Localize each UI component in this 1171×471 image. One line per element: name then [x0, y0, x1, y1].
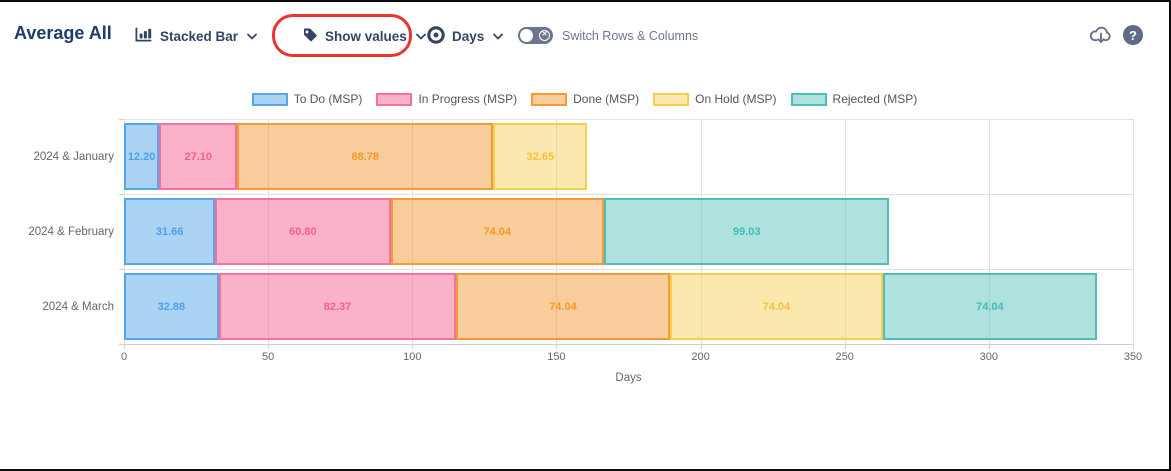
gridline-vertical — [1133, 119, 1134, 344]
x-axis-tickmark — [268, 344, 270, 349]
help-icon[interactable]: ? — [1123, 25, 1143, 45]
legend-item[interactable]: Done (MSP) — [531, 92, 639, 106]
x-axis-title: Days — [615, 372, 642, 384]
bar-value-label: 32.65 — [526, 150, 555, 163]
bar-segment[interactable]: 74.04 — [456, 273, 670, 340]
bar-value-label: 74.04 — [976, 300, 1004, 313]
legend-label: On Hold (MSP) — [695, 92, 777, 106]
legend-swatch-icon — [376, 92, 413, 106]
x-axis-tick-label: 300 — [979, 351, 999, 363]
bar-segment[interactable]: 32.65 — [493, 123, 588, 190]
page-title: Average All — [14, 23, 112, 43]
gridline-vertical — [700, 119, 702, 344]
tag-icon — [301, 26, 318, 46]
y-axis-label: 2024 & March — [42, 300, 114, 313]
x-axis-tick-label: 350 — [1123, 351, 1143, 363]
legend-swatch-icon — [653, 92, 690, 106]
bar-segment[interactable]: 60.80 — [215, 198, 391, 265]
gridline-horizontal — [124, 119, 1133, 120]
toolbar: Average All Stacked Bar — [0, 2, 1169, 72]
bar-segment[interactable]: 74.04 — [883, 273, 1097, 340]
legend-swatch-icon — [251, 92, 288, 106]
toggle-x-icon: ✕ — [539, 30, 550, 41]
legend-swatch-icon — [531, 92, 568, 106]
bar-value-label: 31.66 — [155, 225, 184, 238]
bar-segment[interactable]: 74.04 — [390, 198, 604, 265]
y-axis-tickmark — [119, 269, 124, 270]
chart-type-label: Stacked Bar — [160, 28, 239, 44]
legend-item[interactable]: On Hold (MSP) — [653, 92, 777, 106]
gridline-horizontal — [124, 269, 1133, 270]
bar-value-label: 12.20 — [127, 150, 156, 163]
bar-segment[interactable]: 99.03 — [603, 198, 890, 265]
bar-value-label: 74.04 — [549, 300, 577, 313]
bar-value-label: 99.03 — [732, 225, 761, 238]
legend-label: Done (MSP) — [573, 92, 640, 106]
chevron-down-icon — [247, 33, 257, 40]
x-axis-tick-label: 50 — [262, 351, 275, 363]
switch-rows-columns-toggle[interactable]: ✕ Switch Rows & Columns — [518, 27, 698, 44]
bar-value-label: 60.80 — [289, 225, 317, 238]
toolbar-right-icons: ? — [1088, 24, 1143, 46]
bar-value-label: 27.10 — [184, 150, 212, 163]
legend-label: To Do (MSP) — [293, 92, 363, 106]
bar-value-label: 74.04 — [762, 300, 791, 313]
legend-label: In Progress (MSP) — [418, 92, 518, 106]
x-axis-tickmark — [1133, 344, 1134, 349]
bar-segment[interactable]: 12.20 — [124, 123, 160, 190]
chart-legend: To Do (MSP) In Progress (MSP) Done (MSP) On… — [0, 92, 1169, 106]
chevron-down-icon — [415, 33, 426, 40]
show-values-dropdown[interactable]: Show values — [301, 25, 426, 47]
bar-chart-icon — [134, 26, 153, 47]
legend-label: Rejected (MSP) — [832, 92, 918, 106]
bar-segment[interactable]: 27.10 — [159, 123, 238, 190]
bar-value-label: 82.37 — [323, 300, 352, 313]
x-axis-tick-label: 150 — [547, 351, 566, 363]
cloud-download-icon[interactable] — [1088, 24, 1114, 46]
legend-item[interactable]: In Progress (MSP) — [376, 92, 517, 106]
x-axis-tickmark — [556, 344, 558, 349]
bar-segment[interactable]: 32.88 — [124, 273, 219, 340]
gridline-horizontal — [124, 344, 1133, 345]
legend-swatch-icon — [790, 92, 827, 106]
x-axis-tickmark — [988, 344, 990, 349]
x-axis-tickmark — [124, 344, 125, 349]
bar-segment[interactable]: 31.66 — [124, 198, 216, 265]
unit-label: Days — [452, 28, 485, 44]
y-axis-tickmark — [119, 194, 124, 195]
y-axis-label: 2024 & January — [33, 150, 114, 163]
x-axis-tick-label: 200 — [691, 351, 710, 363]
x-axis-tick-label: 0 — [120, 351, 128, 363]
gridline-horizontal — [124, 194, 1133, 195]
switch-rows-columns-label: Switch Rows & Columns — [562, 28, 699, 43]
y-axis-tickmark — [119, 119, 124, 120]
stacked-bar-chart: 12.20 27.10 88.78 32.65 31.66 60.80 74.04 99.03… — [119, 119, 1134, 349]
chevron-down-icon — [493, 33, 504, 40]
legend-item[interactable]: Rejected (MSP) — [790, 92, 918, 106]
x-axis-tick-label: 250 — [835, 351, 854, 363]
bar-value-label: 74.04 — [483, 225, 512, 238]
x-axis-tickmark — [412, 344, 414, 349]
gridline-vertical — [988, 119, 990, 344]
unit-dropdown[interactable]: Days — [427, 25, 504, 47]
x-axis-tickmark — [700, 344, 702, 349]
bar-value-label: 88.78 — [351, 150, 380, 163]
gridline-vertical — [844, 119, 846, 344]
bar-segment[interactable]: 74.04 — [669, 273, 884, 340]
show-values-label: Show values — [325, 28, 407, 44]
chart-type-dropdown[interactable]: Stacked Bar — [134, 25, 257, 47]
x-axis-tickmark — [844, 344, 846, 349]
bar-value-label: 32.88 — [157, 300, 186, 313]
legend-item[interactable]: To Do (MSP) — [251, 92, 363, 106]
bar-segment[interactable]: 82.37 — [218, 273, 457, 340]
y-axis-label: 2024 & February — [28, 225, 114, 238]
toggle-off-icon[interactable]: ✕ — [518, 27, 553, 44]
x-axis-tick-label: 100 — [403, 351, 422, 363]
y-axis-tickmark — [119, 344, 124, 345]
bar-segment[interactable]: 88.78 — [237, 123, 494, 190]
target-icon — [427, 25, 445, 47]
toggle-knob — [520, 29, 533, 42]
